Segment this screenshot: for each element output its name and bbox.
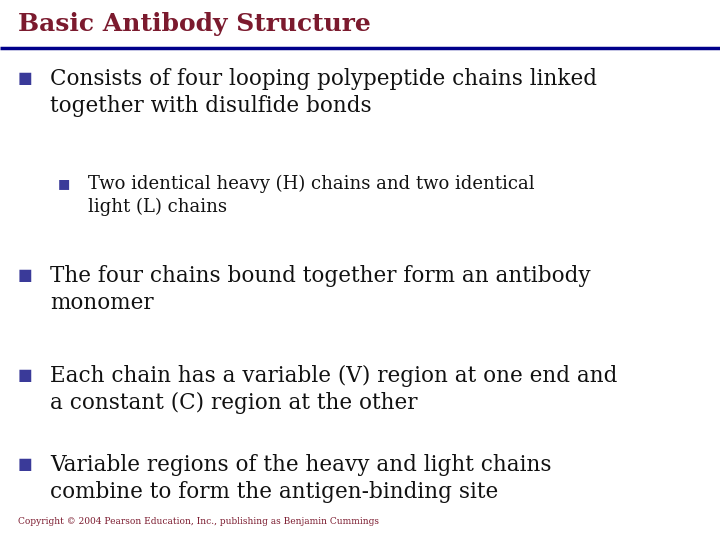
Text: Variable regions of the heavy and light chains
combine to form the antigen-bindi: Variable regions of the heavy and light … (50, 454, 552, 503)
Text: Two identical heavy (H) chains and two identical
light (L) chains: Two identical heavy (H) chains and two i… (88, 175, 535, 216)
Text: ■: ■ (18, 267, 32, 284)
Text: ■: ■ (58, 177, 71, 190)
Text: ■: ■ (18, 367, 32, 384)
Text: Copyright © 2004 Pearson Education, Inc., publishing as Benjamin Cummings: Copyright © 2004 Pearson Education, Inc.… (18, 517, 379, 526)
Text: ■: ■ (18, 70, 32, 87)
Text: Basic Antibody Structure: Basic Antibody Structure (18, 12, 371, 36)
Text: Consists of four looping polypeptide chains linked
together with disulfide bonds: Consists of four looping polypeptide cha… (50, 68, 597, 117)
Text: The four chains bound together form an antibody
monomer: The four chains bound together form an a… (50, 265, 590, 314)
Text: ■: ■ (18, 456, 32, 473)
Text: Each chain has a variable (V) region at one end and
a constant (C) region at the: Each chain has a variable (V) region at … (50, 365, 617, 414)
